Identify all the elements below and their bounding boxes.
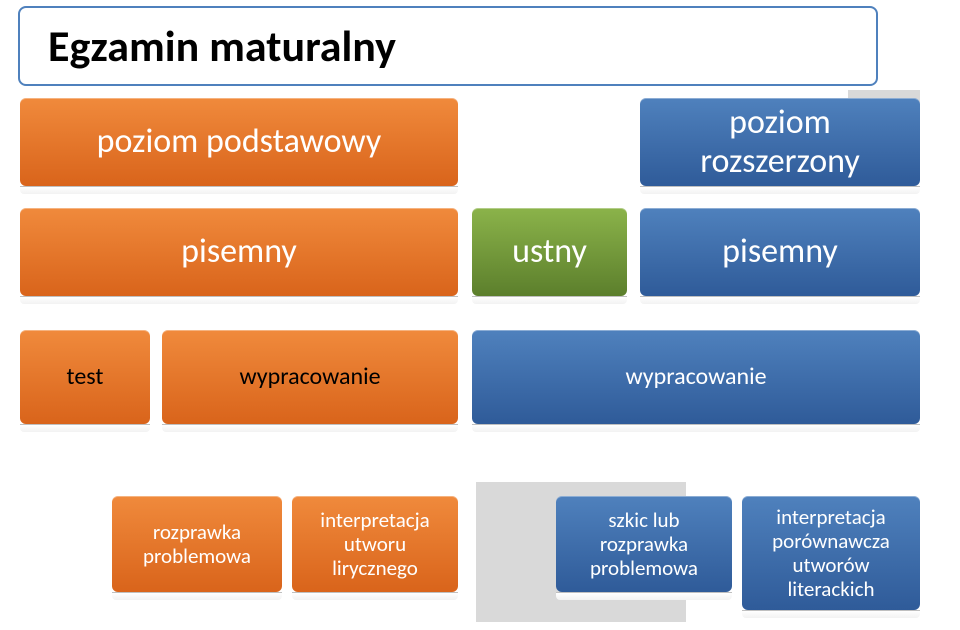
block-interpretacja-liryki: interpretacja utworu lirycznego	[292, 496, 458, 592]
block-wypracowanie-right: wypracowanie	[472, 330, 920, 424]
block-poziom-rozszerzony: poziom rozszerzony	[640, 98, 920, 186]
shelf	[640, 186, 920, 194]
shelf	[20, 296, 458, 304]
block-wypracowanie-left: wypracowanie	[162, 330, 458, 424]
block-rozprawka-problemowa: rozprawka problemowa	[112, 496, 282, 592]
shelf	[742, 610, 920, 618]
shelf	[20, 186, 458, 194]
shelf	[162, 424, 458, 432]
title-box: Egzamin maturalny	[18, 6, 878, 86]
shelf	[556, 592, 732, 600]
block-pisemny-right: pisemny	[640, 208, 920, 296]
block-szkic-rozprawka: szkic lub rozprawka problemowa	[556, 496, 732, 592]
block-pisemny-left: pisemny	[20, 208, 458, 296]
shelf	[20, 424, 150, 432]
block-interpretacja-porown: interpretacja porównawcza utworów litera…	[742, 496, 920, 610]
shelf	[112, 592, 282, 600]
shelf	[472, 424, 920, 432]
shelf	[640, 296, 920, 304]
block-ustny: ustny	[472, 208, 627, 296]
shelf	[472, 296, 627, 304]
block-poziom-podstawowy: poziom podstawowy	[20, 98, 458, 186]
block-test: test	[20, 330, 150, 424]
shelf	[292, 592, 458, 600]
